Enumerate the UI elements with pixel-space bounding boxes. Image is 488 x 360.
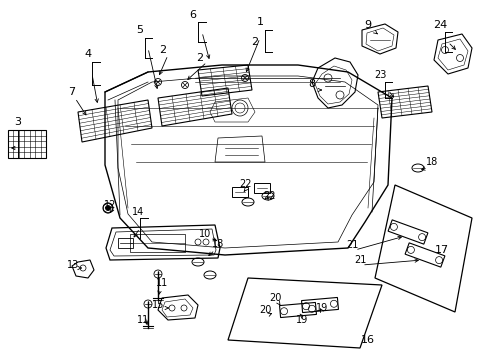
Text: 10: 10 [199,229,211,239]
Text: 20: 20 [268,293,281,303]
Text: 11: 11 [156,278,168,288]
Text: 4: 4 [84,49,91,59]
Text: 15: 15 [151,300,164,310]
Text: 19: 19 [295,315,307,325]
Bar [130,234,184,252]
Text: 2: 2 [196,53,203,63]
Text: 18: 18 [425,157,437,167]
Text: 11: 11 [137,315,149,325]
Text: 22: 22 [238,179,251,189]
Text: 6: 6 [189,10,196,20]
Text: 18: 18 [211,239,224,249]
Text: 9: 9 [364,20,371,30]
Text: 21: 21 [353,255,366,265]
Text: 8: 8 [308,79,315,89]
Circle shape [105,206,110,211]
Text: 24: 24 [432,20,446,30]
Text: 3: 3 [15,117,21,127]
Text: 17: 17 [434,245,448,255]
Text: 2: 2 [159,45,166,55]
Text: 16: 16 [360,335,374,345]
Text: 1: 1 [256,17,263,27]
Text: 12: 12 [103,200,116,210]
Text: 23: 23 [373,70,386,80]
Text: 22: 22 [263,191,276,201]
Text: 14: 14 [132,207,144,217]
Text: 13: 13 [67,260,79,270]
Bar [8,130,46,158]
Text: 20: 20 [258,305,271,315]
Text: 5: 5 [136,25,143,35]
Bar [118,238,133,248]
Text: 19: 19 [315,303,327,313]
Text: 2: 2 [251,37,258,47]
Text: 21: 21 [345,240,357,250]
Text: 7: 7 [68,87,76,97]
